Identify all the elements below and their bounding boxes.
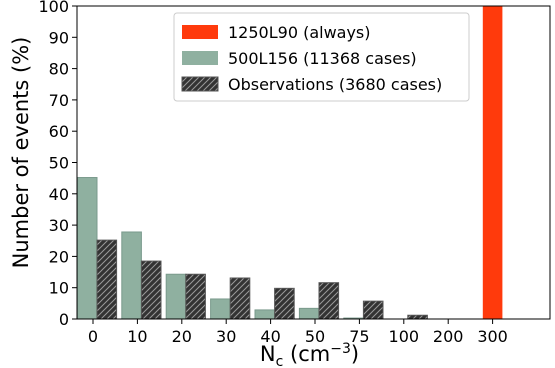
- y-tick-label: 40: [49, 185, 69, 204]
- legend-label: 500L156 (11368 cases): [228, 49, 417, 68]
- bar-1-0: [76, 177, 98, 320]
- legend: 1250L90 (always) 500L156 (11368 cases) Obs…: [173, 12, 470, 102]
- bar-2-100: [407, 314, 428, 320]
- legend-label: 1250L90 (always): [228, 23, 371, 42]
- y-tick-label: 70: [49, 91, 69, 110]
- bar-1-20: [165, 273, 187, 320]
- x-axis-label-main: N: [260, 342, 276, 366]
- x-axis-label-sup: −3: [330, 341, 351, 357]
- x-tick-label: 40: [260, 327, 280, 346]
- x-axis-label-sub: c: [276, 354, 284, 368]
- y-tick-label: 60: [49, 122, 69, 141]
- y-tick-label: 90: [49, 28, 69, 47]
- legend-label: Observations (3680 cases): [228, 75, 442, 94]
- x-tick-label: 300: [477, 327, 508, 346]
- legend-swatch: [182, 25, 218, 39]
- y-tick-label: 10: [49, 279, 69, 298]
- bars-group: [76, 6, 503, 320]
- bar-2-30: [229, 277, 251, 320]
- bar-1-10: [121, 231, 142, 320]
- bar-1-50: [298, 307, 320, 320]
- x-axis-label-close: ): [351, 342, 359, 366]
- x-tick-label: 30: [216, 327, 236, 346]
- x-tick-label: 20: [172, 327, 192, 346]
- legend-swatch: [182, 51, 218, 65]
- y-axis: 0 10 20 30 40 50 60 70 80 90 100: [38, 0, 77, 329]
- legend-swatch: [181, 76, 219, 92]
- bar-2-50: [318, 282, 340, 320]
- x-tick-label: 75: [349, 327, 369, 346]
- y-tick-label: 30: [49, 216, 69, 235]
- x-tick-label: 100: [389, 327, 420, 346]
- bar-2-20: [185, 273, 206, 320]
- bar-1-40: [254, 309, 276, 320]
- y-tick-label: 80: [49, 60, 69, 79]
- x-axis-label-unit: (cm: [283, 342, 330, 366]
- y-tick-label: 0: [59, 310, 69, 329]
- bar-2-0: [96, 239, 118, 320]
- x-tick-label: 50: [305, 327, 325, 346]
- x-axis-label: Nc (cm−3): [260, 341, 359, 368]
- y-tick-label: 20: [49, 247, 69, 266]
- x-tick-label: 10: [127, 327, 147, 346]
- y-axis-label: Number of events (%): [9, 37, 33, 269]
- y-tick-label: 50: [49, 154, 69, 173]
- legend-box: [173, 12, 470, 102]
- bar-0-300: [482, 6, 503, 319]
- bar-2-10: [140, 260, 162, 320]
- x-axis: 0 10 20 30 40 50 75 100 200 300: [88, 319, 508, 346]
- x-tick-label: 200: [433, 327, 464, 346]
- y-tick-label: 100: [38, 0, 69, 16]
- bar-1-30: [210, 298, 231, 320]
- x-tick-label: 0: [88, 327, 98, 346]
- bar-2-40: [274, 287, 295, 320]
- bar-2-75: [362, 300, 384, 320]
